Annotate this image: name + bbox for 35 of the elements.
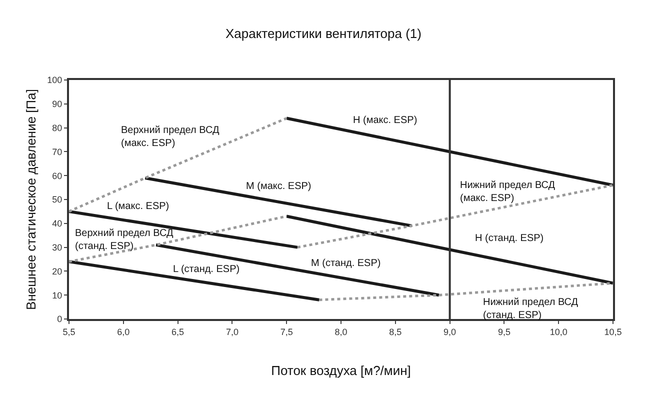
- series-label: M (станд. ESP): [311, 258, 381, 269]
- y-tick-label: 80: [52, 122, 62, 133]
- x-tick-label: 9,5: [498, 326, 510, 337]
- chart-title: Характеристики вентилятора (1): [225, 26, 422, 41]
- series-label: H (станд. ESP): [475, 233, 544, 244]
- y-tick-label: 100: [47, 75, 62, 86]
- y-tick-label: 90: [52, 99, 62, 110]
- x-tick-label: 8,0: [334, 326, 348, 337]
- series-label: Верхний предел ВСД (макс. ESP): [121, 125, 220, 149]
- x-axis-title: Поток воздуха [м?/мин]: [271, 362, 411, 378]
- y-tick-label: 20: [52, 266, 62, 276]
- y-tick-label: 40: [52, 218, 62, 229]
- y-tick-label: 60: [52, 170, 62, 181]
- x-tick-label: 10,0: [550, 326, 568, 337]
- y-tick-label: 0: [57, 314, 62, 324]
- x-tick-label: 5,5: [62, 326, 76, 337]
- y-tick-label: 70: [52, 146, 62, 157]
- x-tick-label: 9,0: [444, 326, 456, 337]
- y-tick-label: 50: [52, 194, 62, 205]
- series-label: Нижний предел ВСД (макс. ESP): [460, 180, 556, 204]
- y-tick-label: 30: [52, 242, 62, 252]
- series-label: L (станд. ESP): [173, 264, 240, 275]
- series-label: H (макс. ESP): [353, 115, 418, 126]
- x-tick-label: 7,5: [280, 326, 293, 337]
- series-label: Нижний предел ВСД (станд. ESP): [483, 297, 578, 321]
- series-label: Верхний предел ВСД (станд. ESP): [75, 228, 174, 252]
- y-axis-title: Внешнее статическое давление [Па]: [24, 89, 39, 310]
- series-label: L (макс. ESP): [107, 201, 170, 212]
- y-tick-label: 10: [52, 290, 62, 300]
- x-tick-label: 8,5: [389, 326, 402, 337]
- x-tick-label: 6,0: [117, 326, 130, 337]
- x-tick-label: 7,0: [226, 326, 238, 337]
- x-tick-label: 6,5: [172, 326, 184, 337]
- x-tick-label: 10,5: [604, 326, 622, 337]
- series-label: M (макс. ESP): [246, 181, 312, 192]
